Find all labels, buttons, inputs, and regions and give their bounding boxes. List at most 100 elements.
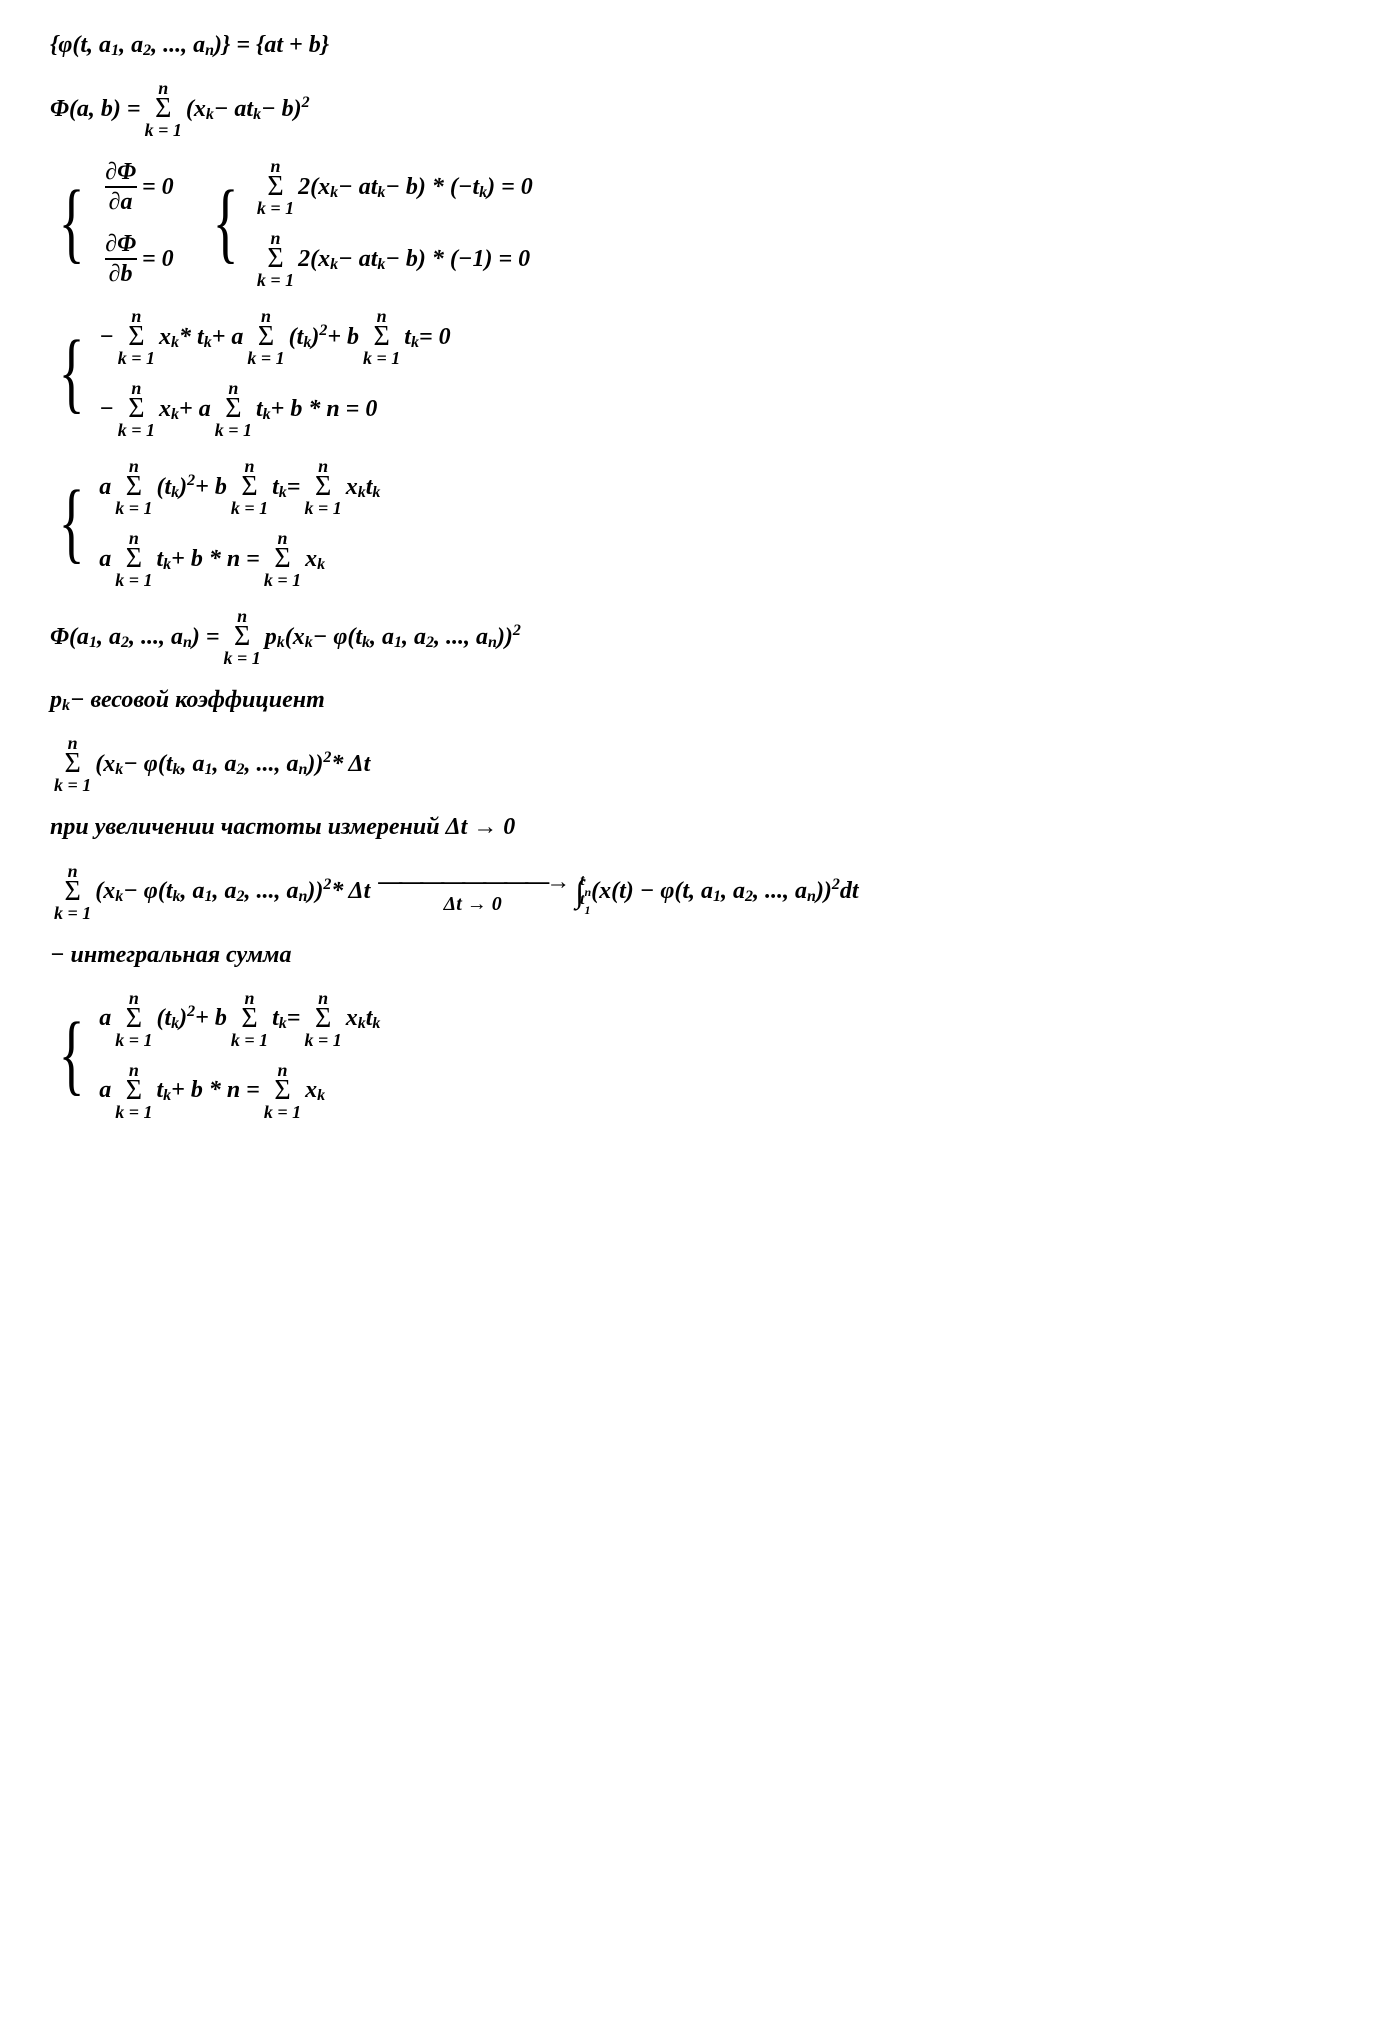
text: − (99, 322, 114, 353)
subscript: k (173, 760, 181, 781)
text: (x (95, 749, 115, 780)
sum-lower: k = 1 (264, 571, 301, 589)
subscript: 1 (394, 633, 402, 654)
sum-symbol: n Σ k = 1 (54, 734, 91, 794)
sum-lower: k = 1 (54, 776, 91, 794)
sigma-icon: Σ (241, 473, 257, 501)
subscript: k (204, 333, 212, 354)
text: , a (370, 622, 394, 653)
sigma-icon: Σ (126, 1005, 142, 1033)
text: + b (195, 1003, 227, 1034)
row: ∂Φ ∂a = 0 (99, 160, 173, 214)
subscript: k (479, 183, 487, 204)
subscript: 2 (426, 633, 434, 654)
subscript: 2 (745, 887, 753, 908)
sum-lower: k = 1 (115, 571, 152, 589)
integral-limits: tn t1 (580, 873, 591, 909)
equation-5: { a n Σ k = 1 (t k ) 2 + b n Σ k = 1 t k… (50, 457, 1363, 589)
row: ∂Φ ∂b = 0 (99, 232, 173, 286)
subscript: 2 (143, 41, 151, 62)
subscript: k (358, 1014, 366, 1035)
text: (t (289, 322, 304, 353)
text: = 0 (142, 244, 174, 275)
text: − φ(t (313, 622, 362, 653)
row: n Σ k = 1 2(x k − at k − b) * (−t k ) = … (253, 157, 533, 217)
subscript: k (171, 333, 179, 354)
sum-symbol: n Σ k = 1 (304, 457, 341, 517)
subscript: 2 (237, 760, 245, 781)
sum-symbol: n Σ k = 1 (363, 307, 400, 367)
superscript: 2 (323, 748, 331, 769)
subscript: k (163, 555, 171, 576)
text: , a (181, 876, 205, 907)
subscript: 1 (89, 633, 97, 654)
subscript: k (330, 255, 338, 276)
sigma-icon: Σ (128, 395, 144, 423)
sum-lower: k = 1 (304, 1031, 341, 1049)
subscript: k (372, 483, 380, 504)
text: = 0 (142, 172, 174, 203)
text: x (305, 544, 317, 575)
text: x (159, 322, 171, 353)
subscript: 2 (121, 633, 129, 654)
sum-lower: k = 1 (118, 349, 155, 367)
equation-1: {φ(t, a 1 , a 2 , ..., a n )} = {at + b} (50, 30, 1363, 61)
text: )) (307, 749, 323, 780)
sum-symbol: n Σ k = 1 (115, 457, 152, 517)
sum-symbol: n Σ k = 1 (224, 607, 261, 667)
text: − at (338, 172, 377, 203)
sum-lower: k = 1 (304, 499, 341, 517)
text: (x (186, 94, 206, 125)
sigma-icon: Σ (274, 1077, 290, 1105)
sum-symbol: n Σ k = 1 (264, 529, 301, 589)
sigma-icon: Σ (241, 1005, 257, 1033)
sigma-icon: Σ (126, 545, 142, 573)
sum-lower: k = 1 (231, 499, 268, 517)
text: − φ(t (123, 876, 172, 907)
text: Φ(a, b) = (50, 94, 141, 125)
sigma-icon: Σ (315, 473, 331, 501)
text: )) (497, 622, 513, 653)
text: + b (195, 472, 227, 503)
sum-lower: k = 1 (257, 199, 294, 217)
row: − n Σ k = 1 x k * t k + a n Σ k = 1 (t k… (99, 307, 450, 367)
sum-lower: k = 1 (118, 421, 155, 439)
row: a n Σ k = 1 (t k ) 2 + b n Σ k = 1 t k =… (99, 989, 380, 1049)
subscript: k (171, 405, 179, 426)
sum-symbol: n Σ k = 1 (257, 157, 294, 217)
text: ) (179, 472, 187, 503)
brace-content: ∂Φ ∂a = 0 ∂Φ ∂b = 0 (99, 157, 173, 289)
sigma-icon: Σ (267, 245, 283, 273)
superscript: 2 (319, 321, 327, 342)
subscript: n (299, 887, 308, 908)
row: a n Σ k = 1 t k + b * n = n Σ k = 1 x k (99, 529, 380, 589)
numerator: ∂Φ (101, 160, 140, 186)
text: x (159, 394, 171, 425)
text: {φ(t, a (50, 30, 111, 61)
subscript: k (173, 887, 181, 908)
subscript: k (62, 696, 70, 717)
sum-lower: k = 1 (115, 499, 152, 517)
sigma-icon: Σ (128, 323, 144, 351)
text: − b) * (−t (385, 172, 479, 203)
sum-lower: k = 1 (115, 1031, 152, 1049)
text: , a (97, 622, 121, 653)
text: , a (213, 876, 237, 907)
sum-symbol: n Σ k = 1 (115, 989, 152, 1049)
text: + b (327, 322, 359, 353)
row: n Σ k = 1 2(x k − at k − b) * (−1) = 0 (253, 229, 533, 289)
subscript: k (362, 633, 370, 654)
text: , a (181, 749, 205, 780)
subscript: k (377, 255, 385, 276)
sigma-icon: Σ (234, 623, 250, 651)
text: x (346, 472, 358, 503)
text: * Δt (331, 749, 370, 780)
equation-8: n Σ k = 1 (x k − φ(t k , a 1 , a 2 , ...… (50, 862, 1363, 922)
text: )) (816, 876, 832, 907)
subscript: k (277, 633, 285, 654)
arrow-subscript: Δt → 0 (444, 894, 502, 914)
text: ) (179, 1003, 187, 1034)
arrow-with-limit: ————————→ Δt → 0 (378, 870, 567, 914)
text: x (305, 1075, 317, 1106)
brace-content: n Σ k = 1 2(x k − at k − b) * (−t k ) = … (253, 157, 533, 289)
